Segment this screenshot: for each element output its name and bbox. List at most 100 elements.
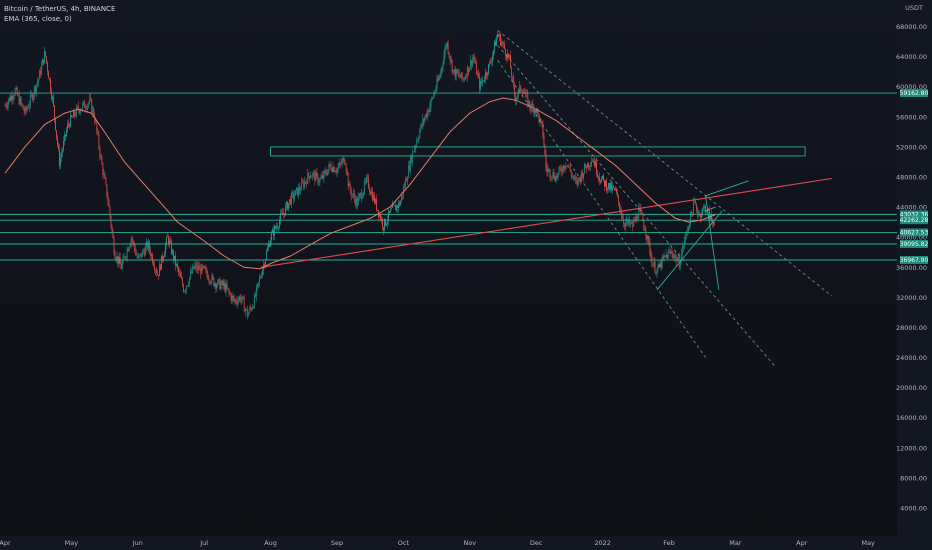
candle-body xyxy=(441,67,443,70)
candle-body xyxy=(570,171,572,176)
candle-body xyxy=(188,284,190,286)
x-tick-label: Mar xyxy=(729,539,742,547)
x-tick-label: Feb xyxy=(663,539,675,547)
candle-body xyxy=(204,266,206,269)
candle-body xyxy=(352,193,354,195)
candle-body xyxy=(588,162,589,167)
candle-body xyxy=(259,277,261,279)
candle-body xyxy=(316,172,318,175)
candle-body xyxy=(604,179,605,187)
candle-body xyxy=(198,265,200,271)
candle-body xyxy=(643,221,645,229)
candle-body xyxy=(101,156,103,165)
candle-body xyxy=(500,34,501,46)
candle-body xyxy=(134,247,136,254)
candle-body xyxy=(283,213,284,215)
candle-body xyxy=(300,190,302,192)
candle-body xyxy=(96,121,98,131)
candle-body xyxy=(436,79,438,89)
candle-body xyxy=(465,76,467,78)
candle-body xyxy=(486,72,487,76)
candle-body xyxy=(371,191,372,195)
x-tick-label: May xyxy=(861,539,875,547)
candle-body xyxy=(5,105,7,107)
candle-body xyxy=(483,80,484,82)
candle-body xyxy=(693,201,695,202)
candle-body xyxy=(480,81,481,89)
price-tag-label: 36967.90 xyxy=(900,257,929,264)
candle-body xyxy=(330,165,332,170)
candle-body xyxy=(384,219,385,231)
candle-body xyxy=(114,253,116,259)
candle-body xyxy=(451,59,453,72)
candle-body xyxy=(292,192,293,194)
candle-body xyxy=(119,257,121,264)
candle-body xyxy=(407,178,409,182)
candle-body xyxy=(250,308,252,310)
candle-body xyxy=(141,250,143,257)
candle-body xyxy=(501,42,502,46)
candle-body xyxy=(629,219,631,225)
candle-body xyxy=(640,208,642,213)
candle-body xyxy=(24,107,26,113)
candle-body xyxy=(504,43,505,50)
candle-body xyxy=(328,164,330,170)
candle-body xyxy=(9,97,11,101)
candle-body xyxy=(694,201,696,204)
candle-body xyxy=(655,272,657,274)
candle-body xyxy=(266,251,267,260)
candle-body xyxy=(44,51,45,64)
x-tick-label: Jun xyxy=(132,539,143,547)
candle-body xyxy=(478,73,479,77)
candle-body xyxy=(214,283,216,287)
candle-body xyxy=(123,256,125,258)
candle-body xyxy=(64,134,65,142)
candle-body xyxy=(567,164,569,167)
candle-body xyxy=(532,103,534,107)
candle-body xyxy=(657,264,659,270)
candle-body xyxy=(704,206,705,208)
candle-body xyxy=(145,242,147,247)
candle-body xyxy=(556,175,558,178)
candle-body xyxy=(118,257,120,264)
candle-body xyxy=(218,279,220,280)
candle-body xyxy=(258,278,260,283)
candle-body xyxy=(43,59,44,64)
candle-body xyxy=(167,236,168,237)
candle-body xyxy=(199,267,201,271)
candle-body xyxy=(342,158,344,161)
candle-body xyxy=(581,172,583,178)
candle-body xyxy=(220,284,222,290)
candle-body xyxy=(177,263,178,268)
candle-body xyxy=(333,166,335,172)
candles-group xyxy=(4,31,715,320)
candle-body xyxy=(211,275,213,283)
candle-body xyxy=(667,252,669,259)
candle-body xyxy=(76,107,78,116)
candle-body xyxy=(651,256,653,267)
candle-body xyxy=(143,251,145,256)
candle-body xyxy=(550,177,552,178)
candle-body xyxy=(713,222,714,224)
candle-body xyxy=(373,195,374,201)
candle-body xyxy=(191,271,193,273)
candle-body xyxy=(361,196,363,199)
candle-body xyxy=(482,80,483,83)
resistance-box-group xyxy=(270,146,806,157)
candle-body xyxy=(121,263,123,269)
candle-body xyxy=(323,171,325,179)
candle-body xyxy=(521,90,523,92)
candle-body xyxy=(249,308,251,309)
candle-body xyxy=(107,196,109,202)
candle-body xyxy=(523,93,525,95)
candle-body xyxy=(92,108,94,112)
candle-body xyxy=(645,230,647,236)
candle-body xyxy=(446,42,448,47)
y-tick-label: 48000.00 xyxy=(896,174,927,182)
candle-body xyxy=(417,140,419,142)
candle-body xyxy=(13,95,15,98)
candle-body xyxy=(157,273,158,275)
candle-body xyxy=(411,156,413,163)
candle-body xyxy=(252,307,254,308)
